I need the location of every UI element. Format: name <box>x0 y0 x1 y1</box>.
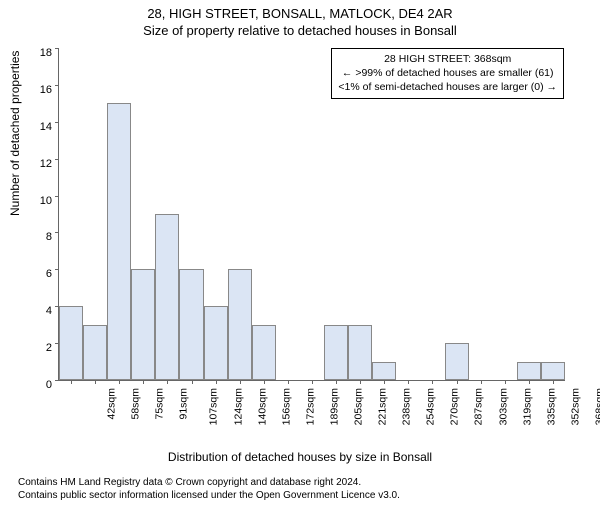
xtick-label: 287sqm <box>473 388 485 425</box>
xtick-label: 140sqm <box>256 388 268 425</box>
ytick-label: 4 <box>22 305 52 317</box>
bar <box>372 362 396 380</box>
xtick-mark <box>119 380 120 384</box>
xtick-mark <box>95 380 96 384</box>
ytick-mark <box>55 380 59 381</box>
xtick-mark <box>457 380 458 384</box>
bar <box>83 325 107 380</box>
bar <box>59 306 83 380</box>
ytick-mark <box>55 48 59 49</box>
y-axis-label: Number of detached properties <box>8 51 22 216</box>
xtick-label: 75sqm <box>154 388 166 420</box>
bar <box>131 269 155 380</box>
xtick-label: 91sqm <box>178 388 190 420</box>
x-axis-label: Distribution of detached houses by size … <box>0 450 600 464</box>
ytick-label: 0 <box>22 379 52 391</box>
annotation-box: 28 HIGH STREET: 368sqm ← >99% of detache… <box>331 48 564 99</box>
bar <box>228 269 252 380</box>
bar <box>155 214 179 380</box>
xtick-mark <box>505 380 506 384</box>
xtick-label: 352sqm <box>569 388 581 425</box>
xtick-label: 335sqm <box>545 388 557 425</box>
xtick-mark <box>481 380 482 384</box>
xtick-mark <box>288 380 289 384</box>
xtick-label: 58sqm <box>130 388 142 420</box>
bar <box>348 325 372 380</box>
ytick-label: 18 <box>22 47 52 59</box>
ytick-label: 14 <box>22 121 52 133</box>
bar <box>445 343 469 380</box>
ytick-mark <box>55 232 59 233</box>
xtick-mark <box>360 380 361 384</box>
ytick-label: 12 <box>22 158 52 170</box>
xtick-mark <box>143 380 144 384</box>
annotation-line-1: 28 HIGH STREET: 368sqm <box>338 52 557 66</box>
xtick-mark <box>336 380 337 384</box>
ytick-mark <box>55 85 59 86</box>
xtick-mark <box>71 380 72 384</box>
xtick-label: 205sqm <box>352 388 364 425</box>
xtick-label: 270sqm <box>449 388 461 425</box>
chart-subtitle: Size of property relative to detached ho… <box>0 23 600 38</box>
xtick-mark <box>264 380 265 384</box>
bar <box>179 269 203 380</box>
xtick-label: 189sqm <box>328 388 340 425</box>
xtick-label: 303sqm <box>497 388 509 425</box>
xtick-label: 107sqm <box>208 388 220 425</box>
bar <box>517 362 541 380</box>
ytick-mark <box>55 196 59 197</box>
xtick-mark <box>384 380 385 384</box>
xtick-mark <box>432 380 433 384</box>
footer: Contains HM Land Registry data © Crown c… <box>18 476 400 502</box>
xtick-mark <box>192 380 193 384</box>
xtick-mark <box>553 380 554 384</box>
xtick-mark <box>167 380 168 384</box>
footer-line-1: Contains HM Land Registry data © Crown c… <box>18 476 400 489</box>
xtick-label: 172sqm <box>304 388 316 425</box>
xtick-label: 42sqm <box>106 388 118 420</box>
bar <box>204 306 228 380</box>
xtick-mark <box>240 380 241 384</box>
xtick-label: 156sqm <box>280 388 292 425</box>
xtick-mark <box>216 380 217 384</box>
annotation-line-3: <1% of semi-detached houses are larger (… <box>338 80 557 94</box>
bar <box>541 362 565 380</box>
ytick-label: 10 <box>22 195 52 207</box>
bar <box>324 325 348 380</box>
xtick-label: 254sqm <box>425 388 437 425</box>
ytick-mark <box>55 159 59 160</box>
xtick-label: 319sqm <box>521 388 533 425</box>
footer-line-2: Contains public sector information licen… <box>18 489 400 502</box>
ytick-label: 6 <box>22 268 52 280</box>
ytick-label: 8 <box>22 231 52 243</box>
xtick-label: 238sqm <box>401 388 413 425</box>
xtick-mark <box>408 380 409 384</box>
xtick-label: 221sqm <box>376 388 388 425</box>
page-title: 28, HIGH STREET, BONSALL, MATLOCK, DE4 2… <box>0 6 600 21</box>
bar <box>252 325 276 380</box>
ytick-mark <box>55 269 59 270</box>
xtick-mark <box>312 380 313 384</box>
xtick-label: 368sqm <box>593 388 600 425</box>
annotation-line-2: ← >99% of detached houses are smaller (6… <box>338 66 557 80</box>
xtick-mark <box>529 380 530 384</box>
ytick-label: 2 <box>22 342 52 354</box>
ytick-mark <box>55 122 59 123</box>
ytick-label: 16 <box>22 84 52 96</box>
bar <box>107 103 131 380</box>
xtick-label: 124sqm <box>232 388 244 425</box>
